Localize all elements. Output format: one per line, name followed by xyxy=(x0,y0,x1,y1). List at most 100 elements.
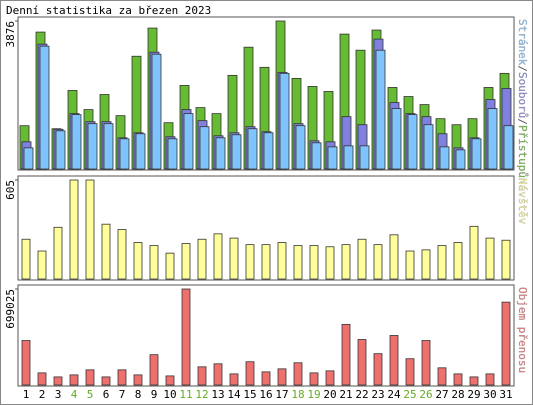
bar xyxy=(261,244,271,280)
bar xyxy=(343,145,354,170)
bar xyxy=(341,244,351,280)
legend: Stránek/Souborů/Přístupů xyxy=(516,19,529,178)
x-tick-label: 14 xyxy=(227,388,241,401)
bar xyxy=(421,340,431,386)
bar xyxy=(469,225,479,280)
legend-entry: Stránek xyxy=(516,19,529,66)
bar xyxy=(101,223,111,280)
legend-separator: / xyxy=(516,118,529,125)
x-tick-label: 28 xyxy=(451,388,464,401)
bar xyxy=(133,242,143,280)
x-tick-label: 30 xyxy=(483,388,496,401)
bar xyxy=(135,133,146,170)
bar xyxy=(391,108,402,170)
bar xyxy=(357,238,367,280)
legend-entry: Návštěv xyxy=(516,178,529,225)
bar xyxy=(311,142,322,170)
panel xyxy=(17,284,515,387)
bar xyxy=(453,242,463,280)
bar xyxy=(439,146,450,170)
bar xyxy=(231,134,242,170)
x-tick-label: 7 xyxy=(119,388,126,401)
bar xyxy=(167,138,178,170)
bar xyxy=(421,249,431,280)
bar xyxy=(373,353,383,386)
bar xyxy=(453,373,463,386)
bar xyxy=(263,132,274,170)
x-tick-label: 13 xyxy=(211,388,224,401)
bar xyxy=(341,323,351,386)
x-tick-label: 2 xyxy=(39,388,46,401)
bar xyxy=(279,72,290,170)
bar xyxy=(103,123,114,170)
y-tick-label: 605 xyxy=(4,180,17,200)
x-tick-label: 4 xyxy=(71,388,78,401)
bar xyxy=(53,376,63,386)
bar xyxy=(277,368,287,386)
bar xyxy=(503,125,514,170)
bar xyxy=(309,372,319,386)
bar xyxy=(21,238,31,280)
bar xyxy=(87,123,98,170)
x-tick-label: 1 xyxy=(23,388,30,401)
legend-entry: Objem přenosu xyxy=(516,287,529,373)
bar xyxy=(39,45,50,170)
bar xyxy=(501,301,511,386)
x-tick-label: 6 xyxy=(103,388,110,401)
bar xyxy=(165,252,175,280)
x-tick-label: 16 xyxy=(259,388,272,401)
legend-entry: Souborů xyxy=(516,72,529,118)
bar xyxy=(471,138,482,170)
chart-title: Denní statistika za březen 2023 xyxy=(6,4,211,17)
bar xyxy=(437,367,447,386)
bar xyxy=(149,354,159,386)
bar xyxy=(181,288,191,386)
bar xyxy=(165,375,175,386)
bar xyxy=(215,137,226,170)
bar xyxy=(133,374,143,386)
bar xyxy=(181,243,191,280)
bar xyxy=(229,237,239,280)
bar xyxy=(405,358,415,386)
bar xyxy=(55,130,66,170)
bar xyxy=(119,138,130,170)
bar xyxy=(71,114,82,170)
bar xyxy=(485,237,495,280)
bar xyxy=(197,366,207,386)
bar xyxy=(487,108,498,170)
bar xyxy=(325,370,335,386)
bar xyxy=(295,125,306,170)
x-tick-label: 9 xyxy=(151,388,158,401)
bar xyxy=(37,250,47,280)
bar xyxy=(389,234,399,280)
bar xyxy=(327,146,338,170)
x-tick-label: 27 xyxy=(435,388,448,401)
x-tick-label: 26 xyxy=(419,388,432,401)
bar xyxy=(325,246,335,280)
bar xyxy=(213,233,223,280)
x-tick-label: 5 xyxy=(87,388,94,401)
bar xyxy=(183,113,194,170)
bar xyxy=(151,53,162,170)
x-tick-label: 24 xyxy=(387,388,401,401)
bar xyxy=(197,238,207,280)
bar xyxy=(69,374,79,386)
x-tick-label: 11 xyxy=(179,388,192,401)
bar xyxy=(21,340,31,386)
y-tick-label: 3876 xyxy=(4,21,17,48)
bar xyxy=(359,145,370,170)
bar xyxy=(53,226,63,280)
bar xyxy=(501,239,511,280)
x-tick-label: 15 xyxy=(243,388,256,401)
bar xyxy=(245,361,255,386)
bar xyxy=(85,179,95,280)
bar xyxy=(357,339,367,386)
bar xyxy=(423,124,434,170)
bar xyxy=(199,126,210,170)
bar xyxy=(101,376,111,386)
bar xyxy=(309,245,319,280)
bar xyxy=(69,179,79,280)
x-tick-label: 31 xyxy=(499,388,512,401)
bar xyxy=(405,250,415,280)
